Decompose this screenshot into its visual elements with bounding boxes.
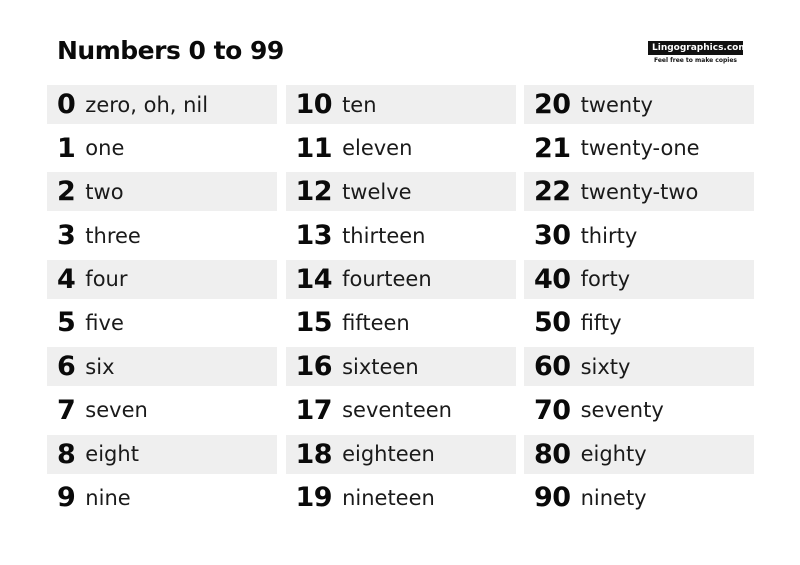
number-word: sixty: [580, 354, 631, 379]
number-row: 7 seven: [47, 391, 277, 430]
numeral: 4: [57, 263, 76, 295]
number-row: 4 four: [47, 259, 277, 299]
number-row: 10 ten: [285, 85, 516, 124]
column-20-90: 20 twenty 21 twenty-one 22 twenty-two 30 thi…: [524, 85, 754, 522]
number-word: seventeen: [342, 398, 452, 423]
number-row: 80 eighty: [524, 434, 754, 474]
number-row: 19 nineteen: [286, 478, 516, 517]
number-row: 0 zero, oh, nil: [47, 85, 277, 124]
numeral: 80: [534, 438, 571, 470]
number-word: eight: [85, 442, 139, 466]
number-word: eleven: [342, 136, 413, 161]
page-title: Numbers 0 to 99: [57, 36, 284, 65]
number-row: 60 sixty: [524, 347, 754, 387]
numeral: 16: [295, 351, 333, 383]
numeral: 22: [534, 176, 571, 208]
numeral: 12: [295, 176, 333, 208]
number-row: 16 sixteen: [285, 347, 516, 387]
number-word: ninety: [580, 485, 647, 510]
numeral: 17: [295, 394, 333, 426]
number-word: nine: [85, 485, 131, 510]
number-word: seven: [85, 398, 148, 423]
number-word: forty: [580, 267, 631, 292]
numeral: 70: [534, 394, 571, 426]
numeral: 50: [534, 307, 571, 339]
numeral: 6: [57, 351, 76, 383]
number-row: 14 fourteen: [285, 259, 516, 299]
number-word: thirty: [580, 223, 638, 248]
brand-logo: Lingographics.com: [648, 41, 743, 55]
number-word: seventy: [580, 398, 664, 423]
number-word: ten: [342, 92, 377, 117]
numeral: 11: [295, 132, 333, 164]
number-word: two: [85, 179, 124, 204]
numeral: 8: [57, 438, 76, 470]
number-row: 18 eighteen: [285, 434, 516, 474]
number-word: twenty-one: [580, 136, 700, 161]
number-row: 70 seventy: [524, 391, 754, 430]
number-word: fifteen: [342, 310, 410, 335]
numeral: 21: [534, 132, 571, 164]
column-10-19: 10 ten 11 eleven 12 twelve 13 thirteen 14 fou…: [285, 85, 516, 522]
number-word: three: [85, 223, 141, 248]
number-word: fifty: [580, 310, 622, 335]
numeral: 13: [295, 220, 333, 252]
numeral: 15: [295, 307, 333, 339]
number-word: sixteen: [342, 354, 419, 379]
numeral: 60: [534, 351, 571, 383]
number-row: 5 five: [47, 303, 277, 342]
numeral: 40: [534, 263, 571, 295]
numeral: 30: [534, 220, 571, 252]
number-row: 8 eight: [47, 434, 277, 474]
number-row: 11 eleven: [286, 129, 516, 168]
number-row: 12 twelve: [285, 172, 516, 212]
number-row: 2 two: [47, 172, 277, 212]
number-row: 15 fifteen: [286, 303, 516, 342]
numeral: 1: [57, 132, 76, 164]
number-row: 90 ninety: [524, 478, 754, 517]
number-word: eighteen: [342, 442, 435, 466]
number-row: 20 twenty: [524, 85, 754, 124]
number-row: 21 twenty-one: [524, 129, 754, 168]
number-row: 6 six: [47, 347, 277, 387]
number-word: four: [85, 267, 128, 292]
number-row: 3 three: [47, 216, 277, 255]
number-row: 13 thirteen: [286, 216, 516, 255]
number-row: 22 twenty-two: [524, 172, 754, 212]
numeral: 90: [534, 482, 571, 514]
number-row: 30 thirty: [524, 216, 754, 255]
number-word: twelve: [342, 179, 412, 204]
numeral: 3: [57, 220, 76, 252]
number-word: twenty: [580, 92, 653, 117]
number-row: 9 nine: [47, 478, 277, 517]
numeral: 7: [57, 394, 76, 426]
number-word: six: [85, 354, 115, 379]
numeral: 2: [57, 176, 76, 208]
number-row: 17 seventeen: [286, 391, 516, 430]
number-row: 40 forty: [524, 259, 754, 299]
numeral: 14: [295, 263, 333, 295]
brand-tagline: Feel free to make copies: [654, 57, 737, 64]
numeral: 19: [295, 482, 333, 514]
numeral: 18: [295, 438, 333, 470]
number-row: 50 fifty: [524, 303, 754, 342]
numeral: 5: [57, 307, 76, 339]
number-word: eighty: [580, 442, 647, 466]
number-word: fourteen: [342, 267, 432, 292]
number-word: five: [85, 310, 124, 335]
numeral: 20: [534, 89, 571, 120]
numeral: 10: [295, 89, 333, 120]
number-word: zero, oh, nil: [85, 92, 209, 117]
number-row: 1 one: [47, 129, 277, 168]
numeral: 0: [57, 89, 76, 120]
number-word: thirteen: [342, 223, 426, 248]
brand-block: Lingographics.com Feel free to make copi…: [648, 41, 743, 64]
numeral: 9: [57, 482, 76, 514]
number-word: nineteen: [342, 485, 435, 510]
number-word: one: [85, 136, 125, 161]
number-word: twenty-two: [580, 179, 699, 204]
